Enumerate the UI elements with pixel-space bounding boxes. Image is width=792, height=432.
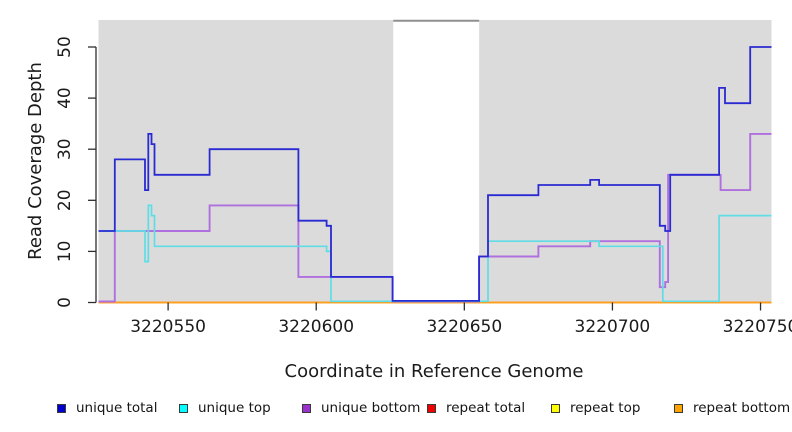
legend: unique total unique top unique bottom re… <box>0 399 792 421</box>
legend-item-repeat-top: repeat top <box>551 399 640 417</box>
legend-swatch-repeat-total <box>427 403 436 413</box>
legend-label: repeat top <box>570 400 641 416</box>
y-tick-label: 20 <box>55 189 75 211</box>
shaded-region-right <box>479 20 772 302</box>
legend-swatch-repeat-bottom <box>674 403 683 413</box>
shaded-region-left <box>98 20 394 302</box>
x-tick-label: 3220550 <box>130 317 206 337</box>
legend-label: repeat bottom <box>693 400 791 416</box>
legend-item-repeat-total: repeat total <box>427 399 525 417</box>
y-axis-title: Read Coverage Depth <box>25 62 46 260</box>
legend-label: unique top <box>198 400 271 416</box>
series-line-unique-top <box>98 204 772 303</box>
legend-item-unique-top: unique top <box>179 399 271 417</box>
x-tick-label: 3220600 <box>278 317 354 337</box>
legend-swatch-unique-bottom <box>302 403 311 413</box>
legend-swatch-unique-total <box>57 403 66 413</box>
legend-label: unique bottom <box>321 400 421 416</box>
y-tick-label: 10 <box>55 241 75 263</box>
x-tick-label: 3220700 <box>575 317 651 337</box>
legend-item-repeat-bottom: repeat bottom <box>674 399 790 417</box>
x-tick-label: 3220750 <box>723 317 792 337</box>
axes: 0 10 20 30 40 50 3220550 3220600 3220650 3220700 3… <box>55 36 792 337</box>
y-tick-label: 50 <box>55 36 75 58</box>
plot-panels <box>98 19 772 302</box>
y-tick-label: 30 <box>55 138 75 160</box>
legend-label: repeat total <box>446 400 526 416</box>
x-tick-label: 3220650 <box>426 317 502 337</box>
x-axis-title: Coordinate in Reference Genome <box>285 361 584 382</box>
series-lines <box>98 46 772 304</box>
legend-swatch-repeat-top <box>551 403 560 413</box>
legend-label: unique total <box>76 400 158 416</box>
y-tick-label: 0 <box>55 297 75 308</box>
legend-swatch-unique-top <box>179 403 188 413</box>
legend-item-unique-total: unique total <box>57 399 157 417</box>
legend-item-unique-bottom: unique bottom <box>302 399 420 417</box>
series-line-unique-total <box>98 46 772 302</box>
y-tick-label: 40 <box>55 87 75 109</box>
